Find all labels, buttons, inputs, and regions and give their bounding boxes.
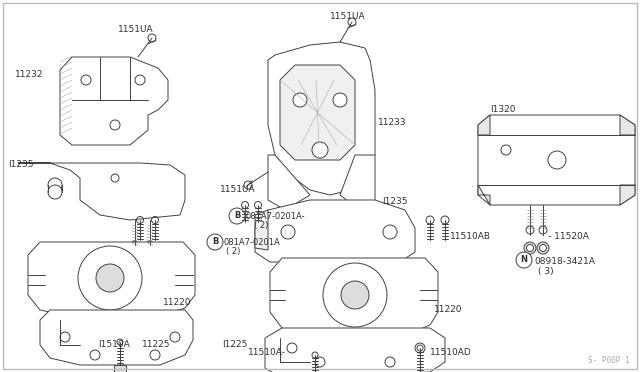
Polygon shape — [270, 258, 438, 338]
Polygon shape — [280, 65, 355, 160]
Text: B: B — [234, 212, 240, 221]
Circle shape — [96, 264, 124, 292]
Circle shape — [90, 350, 100, 360]
Circle shape — [527, 244, 534, 251]
Circle shape — [229, 208, 245, 224]
Circle shape — [385, 357, 395, 367]
Text: 11510A-: 11510A- — [248, 348, 286, 357]
Text: 08918-3421A: 08918-3421A — [534, 257, 595, 266]
Text: I1510A: I1510A — [98, 340, 130, 349]
Text: 1151UA: 1151UA — [220, 185, 255, 194]
Text: S- P00P 1: S- P00P 1 — [588, 356, 630, 365]
Polygon shape — [478, 185, 490, 205]
Circle shape — [48, 185, 62, 199]
Text: 11233: 11233 — [378, 118, 406, 127]
Text: 11220: 11220 — [163, 298, 191, 307]
Circle shape — [383, 225, 397, 239]
Text: ( 2): ( 2) — [254, 221, 268, 230]
Circle shape — [341, 281, 369, 309]
Circle shape — [48, 178, 62, 192]
Text: 1151UA: 1151UA — [118, 25, 154, 34]
Circle shape — [516, 252, 532, 268]
Polygon shape — [255, 210, 268, 250]
Text: 081A7-0201A: 081A7-0201A — [224, 238, 281, 247]
Polygon shape — [478, 115, 490, 135]
Text: I1235: I1235 — [8, 160, 33, 169]
Text: I1235: I1235 — [382, 197, 408, 206]
Circle shape — [60, 332, 70, 342]
Text: I1320: I1320 — [490, 105, 515, 114]
Circle shape — [548, 151, 566, 169]
Text: 11510AD: 11510AD — [430, 348, 472, 357]
Text: 11220: 11220 — [434, 305, 463, 314]
Circle shape — [78, 246, 142, 310]
Text: B: B — [212, 237, 218, 247]
Circle shape — [81, 75, 91, 85]
Circle shape — [170, 332, 180, 342]
Polygon shape — [268, 155, 310, 210]
Circle shape — [287, 343, 297, 353]
Circle shape — [315, 357, 325, 367]
Circle shape — [323, 263, 387, 327]
Circle shape — [415, 343, 425, 353]
Polygon shape — [620, 185, 635, 205]
Text: 081A7-0201A-: 081A7-0201A- — [246, 212, 306, 221]
Bar — [114, 365, 126, 372]
Circle shape — [293, 93, 307, 107]
Text: ( 3): ( 3) — [538, 267, 554, 276]
Text: ( 2): ( 2) — [226, 247, 241, 256]
Circle shape — [524, 242, 536, 254]
Polygon shape — [18, 163, 185, 220]
Text: - 11520A: - 11520A — [548, 232, 589, 241]
Circle shape — [312, 142, 328, 158]
Polygon shape — [28, 242, 195, 318]
Polygon shape — [340, 155, 375, 210]
Polygon shape — [620, 115, 635, 135]
Text: 11510AB: 11510AB — [450, 232, 491, 241]
Circle shape — [333, 93, 347, 107]
Circle shape — [135, 75, 145, 85]
Polygon shape — [478, 115, 635, 205]
Text: 11232: 11232 — [15, 70, 44, 79]
Polygon shape — [60, 57, 168, 145]
Circle shape — [150, 350, 160, 360]
Text: 11225: 11225 — [142, 340, 170, 349]
Circle shape — [207, 234, 223, 250]
Text: 1151UA: 1151UA — [330, 12, 365, 21]
Polygon shape — [268, 42, 375, 195]
Circle shape — [537, 242, 549, 254]
Polygon shape — [265, 328, 445, 372]
Polygon shape — [40, 310, 193, 365]
Circle shape — [281, 225, 295, 239]
Circle shape — [540, 244, 547, 251]
Text: I1225: I1225 — [222, 340, 248, 349]
Circle shape — [110, 120, 120, 130]
Text: N: N — [520, 256, 527, 264]
Circle shape — [501, 145, 511, 155]
Circle shape — [111, 174, 119, 182]
Polygon shape — [255, 200, 415, 262]
